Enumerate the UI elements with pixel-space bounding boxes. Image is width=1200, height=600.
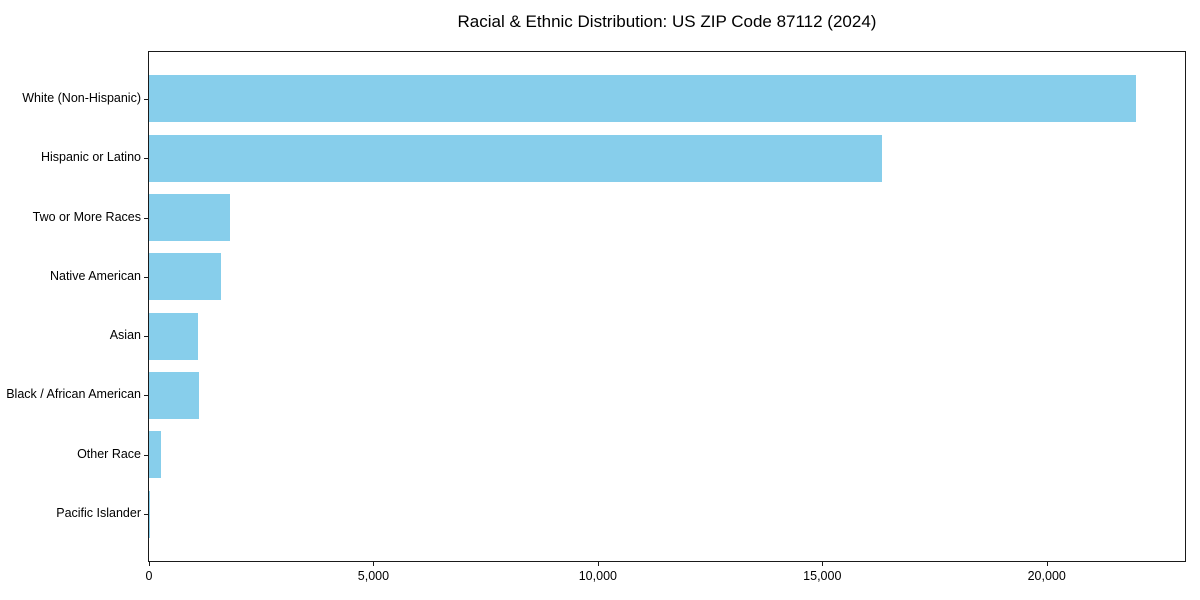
x-tick-label: 10,000 — [578, 569, 617, 583]
x-tick-mark — [597, 562, 599, 566]
bar — [149, 431, 161, 479]
x-tick-mark — [1046, 562, 1048, 566]
x-tick-mark — [822, 562, 824, 566]
bar — [149, 194, 231, 241]
category-label: Black / African American — [6, 387, 141, 402]
chart-title: Racial & Ethnic Distribution: US ZIP Cod… — [457, 12, 877, 31]
category-label: Pacific Islander — [56, 506, 141, 521]
y-tick-mark — [144, 336, 148, 338]
category-label: Hispanic or Latino — [40, 150, 141, 165]
bar — [149, 490, 150, 538]
x-tick-label: 0 — [145, 569, 153, 583]
y-tick-mark — [144, 395, 148, 397]
x-tick-mark — [149, 562, 150, 566]
bar — [149, 371, 199, 419]
bar — [149, 75, 1136, 123]
y-tick-mark — [144, 454, 148, 456]
bar — [149, 134, 883, 182]
category-label: Two or More Races — [32, 209, 141, 224]
bar — [149, 312, 198, 360]
x-tick-mark — [373, 562, 375, 566]
plot-area — [148, 51, 1186, 562]
category-label: Native American — [49, 268, 141, 283]
y-tick-mark — [144, 158, 148, 160]
category-label: Other Race — [77, 446, 141, 461]
category-label: White (Non-Hispanic) — [22, 90, 141, 105]
x-tick-label: 20,000 — [1027, 569, 1066, 583]
y-tick-mark — [144, 514, 148, 516]
y-tick-mark — [144, 98, 148, 100]
category-label: Asian — [109, 328, 141, 343]
x-tick-label: 5,000 — [357, 569, 390, 583]
y-tick-mark — [144, 217, 148, 219]
bar — [149, 253, 222, 301]
x-tick-label: 15,000 — [803, 569, 842, 583]
y-tick-mark — [144, 276, 148, 278]
